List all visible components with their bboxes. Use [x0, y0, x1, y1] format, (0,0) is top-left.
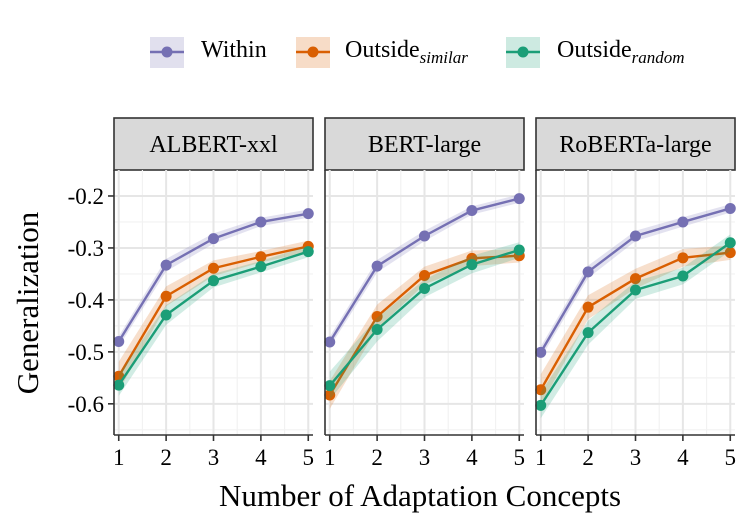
data-point — [208, 275, 219, 287]
data-point — [208, 262, 219, 274]
panel-title: RoBERTa-large — [559, 132, 711, 158]
x-tick-label: 4 — [677, 445, 689, 470]
panel-title: BERT-large — [368, 132, 481, 158]
y-tick-label: -0.5 — [68, 340, 104, 365]
series-outside-similar — [535, 245, 736, 406]
x-tick-label: 5 — [303, 445, 315, 470]
data-point — [371, 324, 383, 336]
data-point — [160, 290, 172, 302]
x-tick-label: 5 — [514, 445, 526, 470]
y-tick-label: -0.2 — [68, 184, 104, 209]
series-within — [113, 208, 314, 347]
data-point — [302, 246, 314, 258]
data-point — [324, 336, 336, 348]
data-point — [724, 202, 736, 214]
panel-roberta-large: RoBERTa-large 1 2 3 4 5 — [535, 117, 737, 470]
data-point — [630, 230, 641, 242]
x-tick-label: 2 — [371, 445, 383, 470]
data-point — [630, 273, 641, 285]
data-point — [535, 399, 547, 411]
data-point — [677, 252, 689, 264]
x-tick-label: 2 — [160, 445, 172, 470]
panel-strip — [113, 117, 314, 171]
legend-item-within: Within — [150, 37, 267, 68]
legend-key-point-outside-random — [517, 46, 529, 58]
panel-strip — [535, 117, 736, 171]
panel-grid — [536, 170, 735, 435]
data-point — [419, 230, 430, 242]
data-point — [466, 205, 478, 217]
y-tick-label: -0.6 — [68, 392, 104, 417]
data-point — [513, 193, 525, 205]
data-point — [466, 259, 478, 271]
x-tick-label: 1 — [535, 445, 547, 470]
data-point — [677, 270, 689, 282]
series-outside-similar — [324, 248, 525, 410]
data-point — [677, 216, 689, 228]
data-point — [582, 301, 594, 313]
x-tick-label: 1 — [324, 445, 336, 470]
confidence-band — [329, 242, 520, 400]
y-tick-label: -0.4 — [68, 288, 105, 313]
data-point — [582, 327, 594, 339]
data-point — [535, 384, 547, 396]
x-tick-label: 5 — [725, 445, 737, 470]
series-outside-random — [113, 245, 314, 397]
series-outside-random — [324, 242, 525, 400]
panel-title: ALBERT-xxl — [149, 132, 278, 158]
y-axis: -0.6 -0.5 -0.4 -0.3 -0.2 — [68, 184, 114, 417]
series-within — [324, 193, 525, 348]
series-outside-similar — [113, 240, 314, 391]
panel-strip — [324, 117, 525, 171]
legend-label-outside-random: Outsiderandom — [557, 37, 685, 67]
y-tick-label: -0.3 — [68, 236, 104, 261]
data-point — [582, 266, 594, 278]
data-point — [302, 208, 314, 220]
x-tick-label: 3 — [419, 445, 431, 470]
data-point — [324, 389, 336, 401]
confidence-band — [329, 248, 520, 410]
data-point — [535, 346, 547, 358]
data-point — [255, 251, 267, 263]
data-point — [113, 379, 125, 391]
panel-albert-xxl: ALBERT-xxl 1 2 3 4 5 — [113, 117, 315, 470]
data-point — [371, 311, 383, 323]
legend-key-point-within — [161, 46, 173, 58]
legend-item-outside-random: Outsiderandom — [506, 37, 685, 68]
data-point — [255, 261, 267, 273]
x-tick-label: 3 — [208, 445, 220, 470]
data-point — [113, 335, 125, 347]
legend-label-within: Within — [201, 37, 267, 63]
y-axis-title: Generalization — [10, 211, 45, 394]
series-outside-random — [535, 234, 736, 419]
data-point — [160, 309, 172, 321]
data-point — [419, 282, 430, 294]
x-tick-label: 2 — [582, 445, 594, 470]
x-tick-label: 4 — [255, 445, 267, 470]
data-point — [630, 284, 641, 296]
data-point — [324, 380, 336, 392]
data-point — [419, 269, 430, 281]
series-within — [535, 202, 736, 359]
legend-label-outside-similar: Outsidesimilar — [345, 37, 468, 67]
data-point — [724, 247, 736, 259]
data-point — [724, 237, 736, 249]
legend-item-outside-similar: Outsidesimilar — [296, 37, 468, 68]
data-point — [513, 244, 525, 256]
x-tick-label: 3 — [630, 445, 642, 470]
panel-bert-large: BERT-large 1 2 3 4 5 — [324, 117, 526, 470]
legend-key-point-outside-similar — [307, 46, 319, 58]
x-tick-label: 4 — [466, 445, 478, 470]
data-point — [255, 216, 267, 228]
legend: Within Outsidesimilar Outsiderandom — [150, 37, 685, 68]
x-tick-label: 1 — [113, 445, 125, 470]
data-point — [371, 260, 383, 272]
x-axis-title: Number of Adaptation Concepts — [219, 478, 621, 513]
data-point — [160, 259, 172, 271]
data-point — [208, 233, 219, 245]
